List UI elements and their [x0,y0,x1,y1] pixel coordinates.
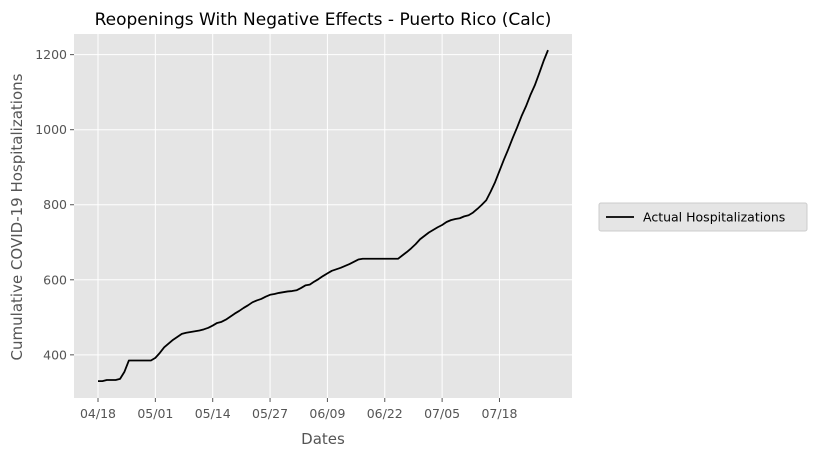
x-tick-label: 06/09 [309,406,345,421]
y-tick-label: 600 [43,272,67,287]
x-tick-label: 06/22 [367,406,403,421]
x-tick-label: 04/18 [80,406,116,421]
series-line-actual-hospitalizations [98,49,549,383]
plot-area [74,34,572,398]
x-tick-label: 07/05 [424,406,460,421]
y-tick-label: 800 [43,197,67,212]
axis-ticks: 400 600 800 1000 1200 04/18 05/01 05/14 05/27 06/… [35,47,517,421]
x-tick-label: 07/18 [481,406,517,421]
x-tick-label: 05/14 [195,406,231,421]
y-tick-label: 1000 [35,122,67,137]
series-layer [98,49,549,383]
legend-entry-actual-hospitalizations: Actual Hospitalizations [643,210,785,225]
chart-title: Reopenings With Negative Effects - Puert… [95,10,552,30]
y-tick-label: 400 [43,347,67,362]
legend: Actual Hospitalizations [598,202,808,232]
x-axis-label: Dates [301,430,345,448]
x-tick-label: 05/27 [252,406,288,421]
x-tick-label: 05/01 [137,406,173,421]
legend-box [598,202,808,232]
y-tick-label: 1200 [35,47,67,62]
grid-lines [74,34,572,398]
y-axis-label: Cumulative COVID-19 Hospitalizations [8,73,26,360]
